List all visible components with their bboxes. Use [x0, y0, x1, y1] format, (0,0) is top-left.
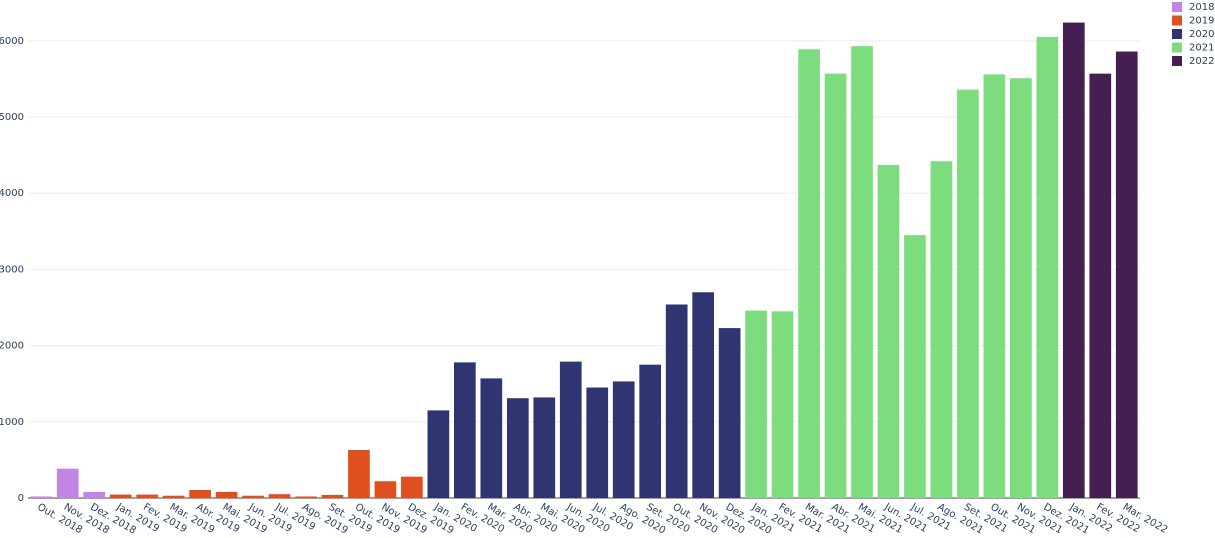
bar — [427, 410, 450, 498]
bar — [215, 491, 238, 498]
bar — [930, 161, 953, 498]
bar — [798, 49, 820, 498]
bar — [1115, 51, 1138, 499]
bar — [983, 74, 1006, 498]
bar — [851, 46, 873, 498]
y-tick-label: 3000 — [0, 264, 24, 275]
bar — [1036, 37, 1059, 499]
legend-label: 2018 — [1189, 2, 1214, 13]
bar — [268, 494, 291, 498]
y-tick-label: 0 — [18, 493, 24, 504]
bar — [665, 304, 688, 498]
bar — [533, 397, 556, 498]
legend-label: 2022 — [1189, 56, 1214, 67]
bar — [56, 468, 79, 498]
y-tick-label: 1000 — [0, 417, 24, 428]
bar — [1062, 22, 1085, 498]
bar — [586, 387, 609, 498]
bar — [30, 496, 53, 498]
legend-swatch — [1172, 15, 1182, 26]
bar — [295, 496, 317, 498]
bar — [506, 398, 529, 498]
bar — [877, 165, 900, 499]
bar — [480, 378, 503, 498]
bar — [136, 494, 158, 498]
bar — [824, 73, 847, 498]
bar — [718, 328, 741, 498]
bar — [957, 89, 979, 498]
bar — [639, 364, 662, 498]
bar — [612, 381, 635, 498]
legend-swatch — [1172, 42, 1182, 53]
bar — [348, 450, 370, 498]
bar — [904, 235, 926, 498]
legend-swatch — [1172, 2, 1182, 12]
bar — [771, 311, 794, 498]
bar — [83, 491, 106, 498]
y-tick-label: 4000 — [0, 188, 24, 199]
bar — [189, 490, 211, 498]
legend-label: 2019 — [1189, 16, 1214, 27]
legend-swatch — [1172, 29, 1182, 39]
legend-label: 2020 — [1189, 29, 1214, 40]
bar — [162, 495, 185, 498]
bar — [1010, 78, 1032, 498]
y-tick-label: 5000 — [0, 112, 24, 123]
bar — [692, 292, 714, 498]
y-tick-label: 6000 — [0, 36, 24, 47]
bar — [745, 310, 767, 498]
bar — [559, 361, 582, 498]
bar — [242, 495, 264, 498]
bar — [401, 476, 423, 498]
legend-label: 2021 — [1189, 43, 1214, 54]
bar — [454, 362, 476, 498]
y-tick-label: 2000 — [0, 341, 24, 352]
bar — [1089, 73, 1112, 498]
bar — [109, 494, 132, 498]
bar — [321, 494, 344, 498]
bar — [374, 481, 397, 498]
legend-swatch — [1172, 56, 1182, 66]
